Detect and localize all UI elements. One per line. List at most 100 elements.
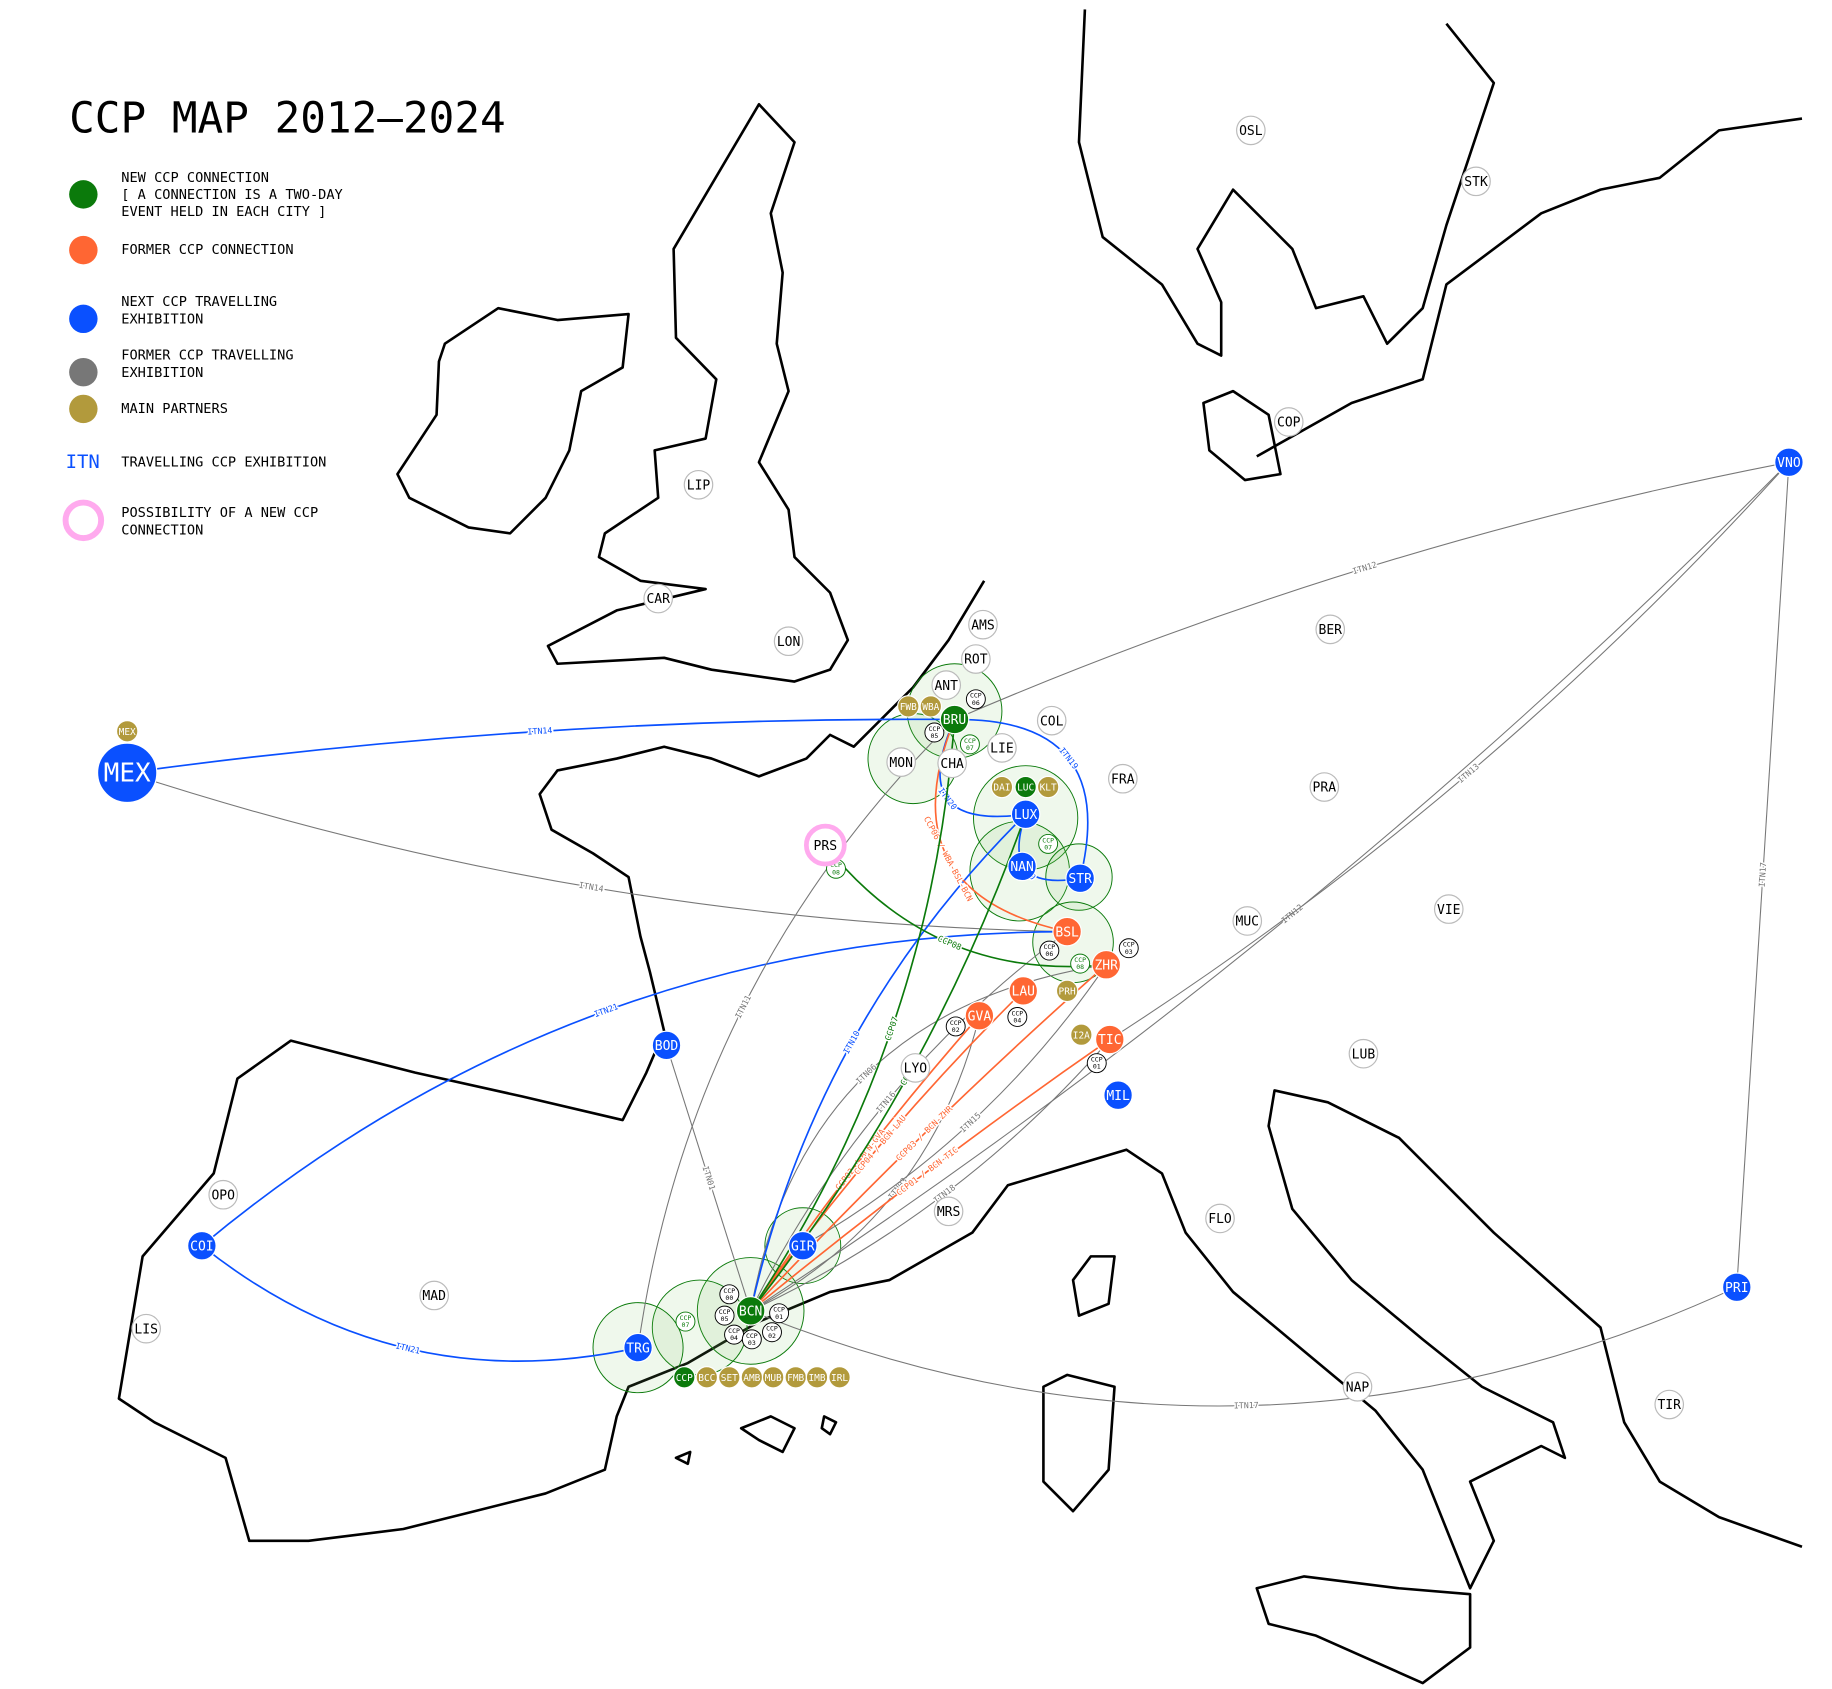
legend-marker — [69, 235, 98, 265]
badge — [1086, 1053, 1107, 1074]
city-label: MEX — [119, 727, 136, 738]
city-label: IMB — [808, 1373, 825, 1384]
city-marker — [900, 1053, 931, 1083]
city-label: COP — [1277, 416, 1301, 431]
route-label: ITN11 — [733, 993, 753, 1020]
badge-label: CCP — [1123, 941, 1135, 949]
city-marker — [1315, 614, 1346, 645]
city-marker — [828, 1366, 851, 1389]
city-marker — [1461, 166, 1491, 197]
city-label: COL — [1040, 714, 1064, 729]
city-marker — [1205, 1203, 1235, 1234]
badge-label: 06 — [1045, 950, 1053, 958]
city-label: CAR — [646, 592, 670, 607]
city-label: LIE — [990, 742, 1014, 757]
badge — [769, 1303, 790, 1324]
badge-label: 03 — [748, 1339, 756, 1347]
city-marker — [773, 626, 804, 657]
legend: NEW CCP CONNECTION[ A CONNECTION IS A TW… — [62, 170, 343, 542]
badge-label: 01 — [775, 1313, 783, 1321]
route — [665, 1045, 752, 1312]
city-label: CHA — [940, 757, 964, 772]
city-label: PRS — [814, 839, 838, 854]
badge-label: CCP — [746, 1332, 758, 1340]
city-label: AMS — [971, 618, 995, 633]
route-label: ITN17 — [1757, 862, 1769, 888]
city-label: MAD — [422, 1289, 446, 1304]
badge — [1007, 1006, 1028, 1027]
legend-label: [ A CONNECTION IS A TWO-DAY — [121, 187, 342, 203]
route-label: ITN12 — [1351, 559, 1378, 576]
city-marker — [968, 609, 998, 640]
city-marker — [990, 775, 1014, 799]
city-label: LYO — [904, 1062, 928, 1077]
city-marker — [1070, 1023, 1093, 1046]
city-label: LIP — [687, 478, 711, 493]
route — [750, 931, 1068, 1312]
route — [750, 461, 1790, 1312]
city-label: MUB — [765, 1373, 782, 1384]
route-label: ITN14 — [578, 880, 604, 894]
route — [637, 719, 955, 1348]
badge — [1039, 940, 1060, 961]
badge-label: CCP — [1011, 1009, 1023, 1017]
city-marker — [1273, 407, 1304, 437]
city-label: MIL — [1106, 1089, 1130, 1104]
city-marker — [1091, 949, 1122, 980]
city-marker — [1721, 1272, 1752, 1303]
city-label: NAP — [1346, 1380, 1370, 1395]
legend-label: EXHIBITION — [121, 365, 203, 381]
city-marker — [651, 1030, 682, 1061]
badge-label: CCP — [950, 1019, 962, 1027]
city-marker — [939, 704, 970, 735]
city-marker — [208, 1179, 239, 1210]
city-label: BRU — [943, 713, 967, 728]
badge-label: 05 — [930, 732, 938, 740]
badge-label: 02 — [768, 1332, 776, 1340]
map-title: CCP MAP 2012–2024 — [69, 93, 506, 143]
badge-label: 04 — [1013, 1017, 1021, 1025]
route-label: ITN17 — [1234, 1400, 1259, 1411]
nodes: OSL STK COP LIP CAR LON AMS ROT BER ANT COL LIE CHA M… — [96, 115, 1804, 1420]
city-label: BER — [1318, 623, 1342, 638]
city-marker — [1654, 1389, 1685, 1420]
city-label: IRL — [831, 1373, 848, 1384]
city-label: MRS — [937, 1205, 961, 1220]
city-marker — [187, 1230, 217, 1261]
badge-label: CCP — [719, 1308, 731, 1316]
badge-label: 01 — [1093, 1063, 1101, 1071]
badge-label: 04 — [730, 1334, 738, 1342]
city-label: MON — [889, 756, 913, 771]
city-marker — [1036, 705, 1067, 736]
route-label: CCP07 — [883, 1015, 901, 1042]
legend-label: FORMER CCP CONNECTION — [121, 242, 293, 258]
city-label: ANT — [934, 679, 958, 694]
badge-label: CCP — [928, 725, 940, 733]
city-marker — [803, 823, 847, 867]
route — [750, 1038, 1111, 1312]
city-label: CCP — [676, 1373, 693, 1384]
badge — [714, 1305, 735, 1326]
city-label: COI — [190, 1239, 214, 1254]
route-label: ITN21 — [593, 1001, 620, 1019]
city-label: OPO — [211, 1188, 235, 1203]
badge — [1070, 953, 1091, 974]
city-marker — [419, 1280, 450, 1311]
route-label: ITN15 — [958, 1110, 983, 1134]
city-marker — [115, 720, 139, 743]
city-label: FRA — [1111, 772, 1135, 787]
city-marker — [695, 1366, 719, 1389]
city-label: WBA — [922, 702, 939, 713]
city-marker — [933, 1196, 964, 1227]
route — [954, 718, 1089, 879]
badge — [965, 689, 986, 710]
city-marker — [1108, 763, 1138, 794]
legend-symbol: ITN — [66, 451, 100, 473]
city-marker — [1342, 1371, 1373, 1402]
city-marker — [623, 1332, 653, 1363]
city-marker — [1094, 1024, 1125, 1055]
legend-label: CONNECTION — [121, 522, 203, 538]
badge-label: CCP — [680, 1314, 692, 1322]
legend-label: POSSIBILITY OF A NEW CCP — [121, 505, 318, 521]
